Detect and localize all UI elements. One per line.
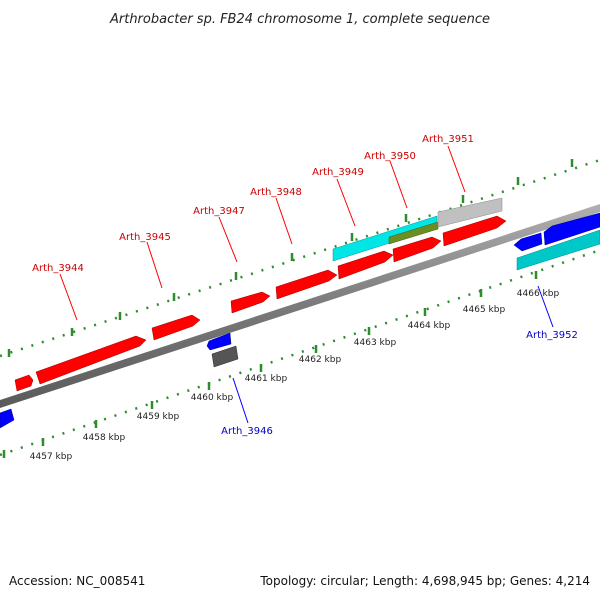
gene-label-arth-3950[interactable]: Arth_3950 <box>364 151 416 162</box>
forward-gene-arrows <box>14 215 507 392</box>
kbp-label-4458: 4458 kbp <box>83 433 126 443</box>
gene-label-arth-3945[interactable]: Arth_3945 <box>119 232 171 243</box>
gene-label-arth-3952[interactable]: Arth_3952 <box>526 330 578 341</box>
olive-feature-bar[interactable] <box>388 221 439 245</box>
outer-major-ticks <box>7 159 574 357</box>
cyan-feature-bar-reverse[interactable] <box>516 229 600 271</box>
gene-label-arth-3948[interactable]: Arth_3948 <box>250 187 302 198</box>
reverse-leader-lines <box>232 285 554 424</box>
kbp-label-4465: 4465 kbp <box>463 305 506 315</box>
kbp-label-4464: 4464 kbp <box>408 321 451 331</box>
gene-arrow-3953[interactable] <box>543 212 600 246</box>
kbp-label-4461: 4461 kbp <box>245 374 288 384</box>
kbp-label-4457: 4457 kbp <box>30 452 73 462</box>
inner-tick-ring <box>0 248 600 457</box>
gene-arrow-3951[interactable] <box>442 215 507 247</box>
reverse-gene-arrows <box>0 212 600 429</box>
gene-arrow-3944[interactable] <box>35 335 147 385</box>
gene-arrow-3952[interactable] <box>513 232 543 252</box>
kbp-label-4466: 4466 kbp <box>517 289 560 299</box>
kbp-label-4460: 4460 kbp <box>191 393 234 403</box>
gene-arrow-3945[interactable] <box>151 314 201 341</box>
gene-arrow-3949[interactable] <box>337 250 394 280</box>
gene-arrow-3943[interactable] <box>14 374 34 392</box>
gene-label-arth-3944[interactable]: Arth_3944 <box>32 263 84 274</box>
gene-label-arth-3946[interactable]: Arth_3946 <box>221 426 273 437</box>
inner-major-ticks <box>2 271 538 458</box>
accession-text: Accession: NC_008541 <box>9 574 145 588</box>
gene-label-arth-3947[interactable]: Arth_3947 <box>193 206 245 217</box>
gene-arrow-3950[interactable] <box>392 236 442 263</box>
kbp-label-4459: 4459 kbp <box>137 412 180 422</box>
gene-arrow-3942[interactable] <box>0 408 15 429</box>
map-title: Arthrobacter sp. FB24 chromosome 1, comp… <box>109 12 490 27</box>
gene-arrow-3947[interactable] <box>230 291 271 314</box>
grey-feature-bar[interactable] <box>437 197 503 228</box>
genome-summary-text: Topology: circular; Length: 4,698,945 bp… <box>259 574 590 588</box>
gene-label-arth-3951[interactable]: Arth_3951 <box>422 134 474 145</box>
gene-arrow-3946[interactable] <box>206 332 232 351</box>
kbp-label-4462: 4462 kbp <box>299 355 342 365</box>
dark-feature-bar[interactable] <box>211 345 239 368</box>
gene-label-arth-3949[interactable]: Arth_3949 <box>312 167 364 178</box>
forward-leader-lines <box>59 145 466 321</box>
chromosome-backbone <box>0 204 600 408</box>
kbp-label-4463: 4463 kbp <box>354 338 397 348</box>
gene-arrow-3948[interactable] <box>275 269 338 300</box>
